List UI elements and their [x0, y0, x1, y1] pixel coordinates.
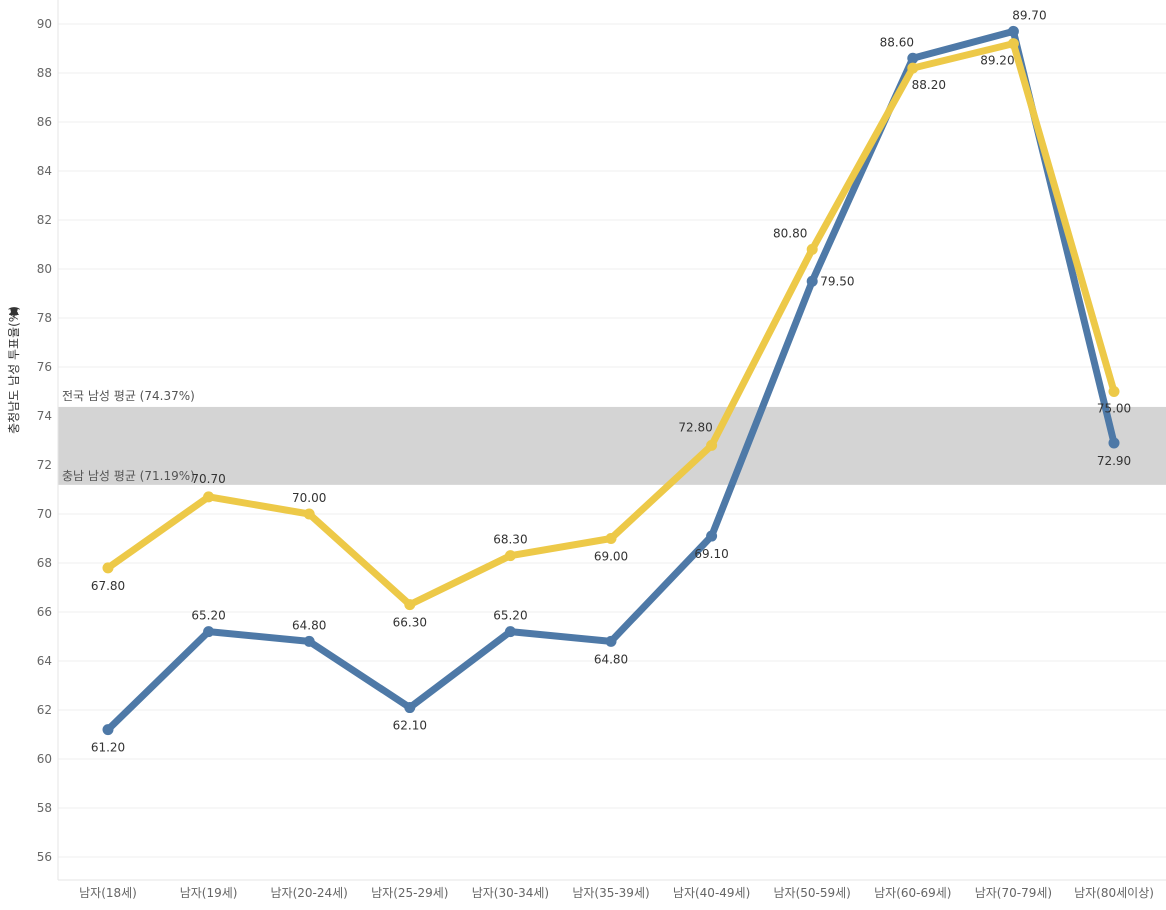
y-tick-label: 88 — [37, 66, 52, 80]
y-tick-label: 78 — [37, 311, 52, 325]
data-point — [806, 275, 818, 287]
x-tick-label: 남자(35-39세) — [572, 886, 649, 900]
data-point — [706, 530, 718, 542]
data-point — [404, 702, 416, 714]
y-tick-label: 66 — [37, 605, 52, 619]
y-axis-title: 충청남도 남성 투표율(%) — [7, 306, 21, 434]
series-line-1 — [104, 40, 1118, 609]
x-tick-label: 남자(70-79세) — [975, 886, 1052, 900]
x-tick-label: 남자(80세이상) — [1074, 886, 1154, 900]
x-tick-label: 남자(40-49세) — [673, 886, 750, 900]
data-label: 69.00 — [594, 550, 628, 564]
data-label: 64.80 — [594, 652, 628, 666]
data-label: 89.20 — [980, 54, 1014, 68]
y-tick-label: 58 — [37, 801, 52, 815]
reference-band-rect — [58, 406, 1166, 485]
data-label: 62.10 — [393, 719, 427, 733]
y-tick-label: 72 — [37, 458, 52, 472]
data-label: 64.80 — [292, 618, 326, 632]
y-tick-label: 64 — [37, 654, 52, 668]
y-tick-label: 74 — [37, 409, 52, 423]
data-point — [504, 626, 516, 638]
pin-icon — [9, 308, 19, 320]
y-tick-label: 60 — [37, 752, 52, 766]
data-label: 67.80 — [91, 579, 125, 593]
data-point — [1108, 437, 1120, 449]
data-label: 61.20 — [91, 741, 125, 755]
y-tick-label: 76 — [37, 360, 52, 374]
data-label: 88.20 — [912, 78, 946, 92]
x-tick-label: 남자(25-29세) — [371, 886, 448, 900]
data-point — [303, 508, 315, 520]
data-label: 70.00 — [292, 491, 326, 505]
data-point — [404, 599, 416, 611]
y-axis-title-group: 충청남도 남성 투표율(%) — [7, 306, 21, 434]
data-label: 72.90 — [1097, 454, 1131, 468]
data-label: 65.20 — [191, 609, 225, 623]
data-label: 72.80 — [678, 420, 712, 434]
data-point — [907, 62, 919, 74]
data-point — [1007, 25, 1019, 37]
data-point — [605, 533, 617, 544]
x-tick-label: 남자(50-59세) — [774, 886, 851, 900]
y-tick-label: 70 — [37, 507, 52, 521]
data-point — [102, 724, 114, 736]
data-point — [706, 439, 718, 451]
data-point — [303, 635, 315, 647]
reference-band: 전국 남성 평균 (74.37%) 충남 남성 평균 (71.19%) — [58, 389, 1166, 485]
data-label: 89.70 — [1012, 8, 1046, 22]
y-tick-label: 84 — [37, 164, 52, 178]
x-tick-label: 남자(18세) — [79, 886, 137, 900]
data-point — [102, 562, 114, 574]
x-tick-label: 남자(19세) — [180, 886, 238, 900]
data-label: 65.20 — [493, 609, 527, 623]
data-label: 79.50 — [820, 274, 854, 288]
y-tick-label: 56 — [37, 850, 52, 864]
data-point — [203, 491, 215, 503]
data-label: 88.60 — [880, 35, 914, 49]
gridlines — [58, 23, 1166, 858]
reference-lower-label: 충남 남성 평균 (71.19%) — [62, 469, 195, 483]
data-point — [605, 635, 617, 647]
data-label: 69.10 — [694, 547, 728, 561]
data-point — [1007, 38, 1019, 50]
data-label: 66.30 — [393, 616, 427, 630]
y-tick-label: 90 — [37, 17, 52, 31]
data-point — [1108, 386, 1120, 397]
data-point — [504, 550, 516, 562]
data-point — [907, 52, 919, 64]
series-lines — [102, 25, 1120, 736]
y-tick-label: 68 — [37, 556, 52, 570]
y-tick-label: 80 — [37, 262, 52, 276]
data-label: 80.80 — [773, 226, 807, 240]
y-tick-label: 82 — [37, 213, 52, 227]
x-tick-label: 남자(30-34세) — [472, 886, 549, 900]
x-tick-label: 남자(20-24세) — [271, 886, 348, 900]
data-label: 68.30 — [493, 533, 527, 547]
x-tick-label: 남자(60-69세) — [874, 886, 951, 900]
data-point — [806, 243, 818, 255]
reference-upper-label: 전국 남성 평균 (74.37%) — [62, 389, 195, 403]
data-labels: 61.20 65.20 64.80 62.10 65.20 64.80 69.10 79.50… — [91, 8, 1131, 754]
series-line-0 — [104, 27, 1118, 734]
data-label: 75.00 — [1097, 402, 1131, 416]
y-tick-label: 86 — [37, 115, 52, 129]
data-label: 70.70 — [191, 472, 225, 486]
y-tick-label: 62 — [37, 703, 52, 717]
data-point — [203, 626, 215, 638]
axes: 56 58 60 62 64 66 68 70 72 74 76 78 80 82 84 86 88 90 남자(1… — [37, 0, 1166, 900]
